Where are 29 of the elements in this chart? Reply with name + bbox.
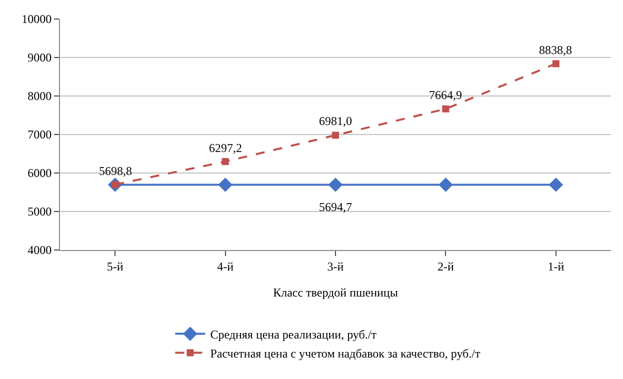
data-label: 8838,8 [539,43,572,57]
data-label: 6297,2 [209,141,242,155]
x-tick-label: 3-й [327,259,344,274]
legend-label: Средняя цена реализации, руб./т [210,327,378,342]
x-axis-title: Класс твердой пшеницы [273,285,398,300]
y-tick-label: 7000 [28,128,52,142]
y-tick-label: 8000 [28,89,52,104]
y-tick-label: 9000 [28,50,52,65]
point [332,132,339,139]
x-tick-label: 4-й [217,259,234,274]
point [438,178,453,192]
data-label: 6981,0 [319,114,352,128]
point [222,158,229,166]
x-tick-label: 5-й [106,259,124,274]
point [548,178,564,192]
point [442,105,450,112]
x-tick-label: 2-й [437,259,454,274]
data-label: 7664,9 [429,88,462,102]
point [218,178,232,192]
point [328,178,343,192]
y-tick-label: 10000 [22,12,52,26]
y-tick-label: 6000 [28,166,52,180]
legend-label: Расчетная цена с учетом надбавок за качество, руб./т [210,346,481,360]
y-tick-label: 4000 [28,243,52,258]
data-label: 5694,7 [319,200,352,214]
data-label: 5698,8 [99,164,132,178]
x-tick-label: 1-й [548,259,565,274]
y-tick-label: 5000 [28,204,52,219]
point [552,60,560,68]
